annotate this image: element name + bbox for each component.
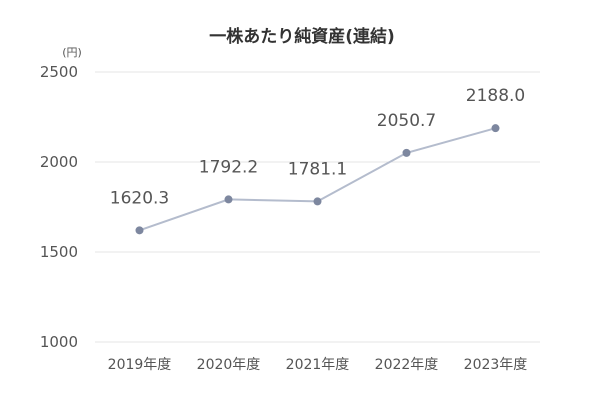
x-axis-ticks: 2019年度 2020年度 2021年度 2022年度 2023年度 <box>108 357 528 373</box>
x-tick-label: 2020年度 <box>197 357 261 373</box>
data-labels: 1620.3 1792.2 1781.1 2050.7 2188.0 <box>110 86 525 208</box>
x-tick-label: 2021年度 <box>286 357 350 373</box>
x-tick-label: 2019年度 <box>108 357 172 373</box>
x-tick-label: 2023年度 <box>464 357 528 373</box>
y-axis-ticks: 1000 1500 2000 2500 <box>40 63 78 351</box>
y-unit-label: (円) <box>62 46 82 59</box>
data-label: 1792.2 <box>199 157 258 177</box>
y-tick-label: 1000 <box>40 333 78 351</box>
data-point <box>491 124 500 133</box>
data-point <box>224 195 233 204</box>
data-point <box>313 197 322 206</box>
gridlines <box>95 71 540 343</box>
data-point <box>135 226 144 235</box>
data-label: 2050.7 <box>377 111 436 131</box>
x-tick-label: 2022年度 <box>375 357 439 373</box>
data-label: 1620.3 <box>110 188 169 208</box>
data-points <box>135 124 500 235</box>
data-label: 2188.0 <box>466 86 525 106</box>
data-point <box>402 148 411 157</box>
y-tick-label: 2000 <box>40 153 78 171</box>
data-label: 1781.1 <box>288 159 347 179</box>
chart-title: 一株あたり純資産(連結) <box>209 26 395 47</box>
y-tick-label: 2500 <box>40 63 78 81</box>
y-tick-label: 1500 <box>40 243 78 261</box>
